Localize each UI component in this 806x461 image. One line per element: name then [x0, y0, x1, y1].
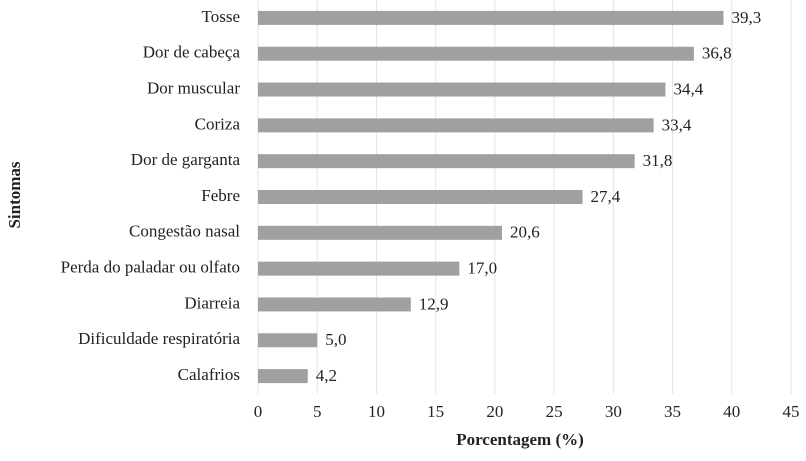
- x-tick-label: 45: [783, 402, 800, 421]
- x-tick-label: 30: [605, 402, 622, 421]
- x-tick-label: 5: [313, 402, 322, 421]
- x-tick-label: 0: [254, 402, 263, 421]
- data-label: 39,3: [731, 8, 761, 27]
- bar: [258, 118, 654, 133]
- bar: [258, 46, 694, 61]
- y-tick-label: Dor de cabeça: [143, 43, 241, 62]
- x-tick-label: 40: [723, 402, 740, 421]
- x-tick-label: 15: [427, 402, 444, 421]
- x-tick-label: 25: [546, 402, 563, 421]
- bar: [258, 82, 666, 97]
- bar: [258, 261, 460, 276]
- y-tick-label: Febre: [201, 186, 240, 205]
- data-label: 33,4: [662, 115, 692, 134]
- bar: [258, 333, 318, 348]
- y-tick-label: Perda do paladar ou olfato: [61, 258, 240, 277]
- x-tick-label: 20: [486, 402, 503, 421]
- bar: [258, 190, 583, 204]
- x-axis-title: Porcentagem (%): [456, 430, 584, 449]
- data-label: 5,0: [325, 330, 346, 349]
- data-label: 17,0: [467, 259, 497, 278]
- y-tick-label: Diarreia: [184, 293, 240, 312]
- x-tick-label: 35: [664, 402, 681, 421]
- y-tick-label: Coriza: [195, 114, 241, 133]
- data-label: 36,8: [702, 44, 732, 63]
- y-tick-label: Congestão nasal: [129, 222, 240, 241]
- bar: [258, 297, 411, 312]
- bar: [258, 369, 308, 384]
- data-label: 4,2: [316, 366, 337, 385]
- x-tick-label: 10: [368, 402, 385, 421]
- bar: [258, 154, 635, 169]
- y-tick-label: Dificuldade respiratória: [78, 329, 240, 348]
- y-tick-label: Dor muscular: [147, 78, 240, 97]
- y-tick-label: Tosse: [202, 7, 240, 26]
- data-label: 27,4: [591, 187, 621, 206]
- bar: [258, 10, 724, 25]
- data-label: 31,8: [643, 151, 673, 170]
- data-label: 34,4: [673, 79, 703, 98]
- bar: [258, 225, 502, 240]
- y-axis-title: Sintomas: [5, 161, 24, 228]
- data-label: 20,6: [510, 223, 540, 242]
- y-tick-label: Calafrios: [178, 365, 240, 384]
- y-tick-label: Dor de garganta: [131, 150, 241, 169]
- data-label: 12,9: [419, 294, 449, 313]
